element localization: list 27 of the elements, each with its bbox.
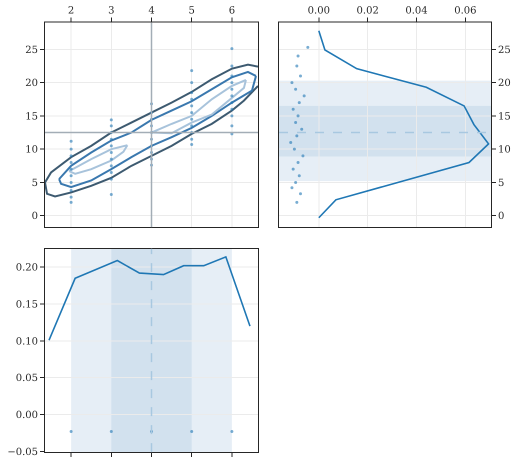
x-tick-label: 6 (228, 6, 236, 17)
y-tick-label: 0.00 (16, 410, 38, 422)
x-tick-label: 0.06 (454, 6, 476, 17)
x-tick-label: 5 (188, 6, 195, 17)
y-tick-label: 15 (25, 111, 38, 122)
x-tick-label: 0.04 (405, 6, 428, 17)
y-tick-label: 0.15 (16, 300, 38, 311)
y-tick-label: 0.05 (16, 373, 38, 384)
x-tick-label: 0.00 (308, 6, 330, 17)
x-tick-label: 3 (108, 6, 114, 17)
y-tick-label: 5 (498, 178, 504, 189)
y-tick-label: 25 (25, 44, 38, 56)
y-tick-label: 10 (25, 144, 38, 156)
x-tick-label: 0.02 (356, 6, 379, 17)
y-tick-label: 0.10 (16, 336, 38, 348)
y-tick-label: 5 (32, 178, 38, 189)
y-tick-label: 0.20 (16, 262, 38, 274)
y-tick-label: 0 (32, 211, 38, 222)
y-tick-label: 15 (498, 111, 511, 122)
y-tick-label: 20 (25, 78, 38, 90)
y-tick-label: 20 (498, 78, 511, 90)
y-tick-label: −0.05 (7, 446, 38, 458)
y-tick-label: 25 (498, 44, 511, 56)
x-tick-label: 4 (148, 6, 155, 17)
x-tick-label: 2 (68, 6, 74, 17)
y-tick-label: 0 (498, 211, 504, 222)
y-tick-label: 10 (498, 144, 511, 156)
